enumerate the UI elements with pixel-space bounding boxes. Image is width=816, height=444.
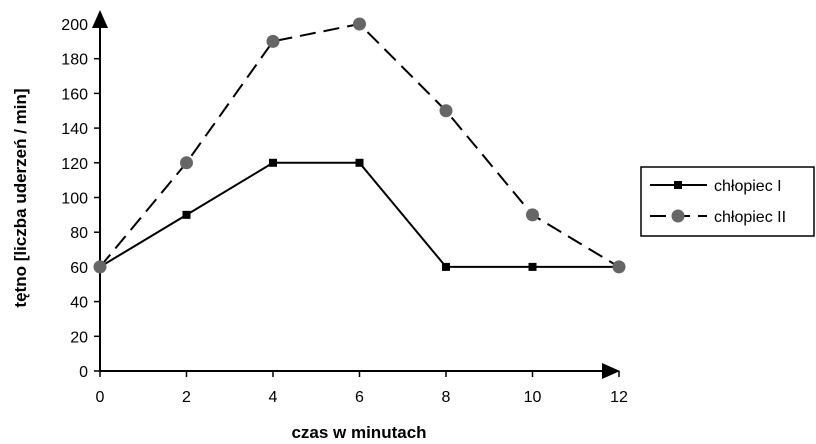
y-tick-label: 160: [61, 86, 88, 103]
y-tick-label: 120: [61, 156, 88, 173]
series-2-point: [439, 104, 453, 118]
y-tick-label: 140: [61, 121, 88, 138]
series-2-point: [612, 260, 626, 274]
x-axis-arrow: [602, 363, 620, 379]
y-axis-title: tętno [liczba uderzeń / min]: [11, 88, 30, 307]
y-tick-label: 200: [61, 17, 88, 34]
series-2-point: [93, 260, 107, 274]
x-tick-label: 10: [524, 389, 542, 406]
series-1-point: [269, 158, 277, 167]
series-line-2: [99, 22, 620, 268]
legend-box: [640, 166, 815, 237]
y-tick-label: 60: [70, 260, 88, 277]
legend-marker-circle: [671, 209, 685, 223]
series-1-point: [528, 262, 537, 271]
y-tick-label: 100: [61, 191, 88, 208]
x-tick-label: 12: [610, 389, 628, 406]
series-1-point: [182, 210, 191, 219]
y-tick-label: 80: [70, 225, 88, 242]
x-axis-title: czas w minutach: [291, 423, 426, 442]
legend-label-2: chłopiec II: [714, 209, 786, 226]
series-2-point: [526, 208, 539, 222]
series-line-1: [99, 161, 619, 268]
series-2-point: [180, 156, 193, 170]
y-axis-arrow: [92, 10, 108, 28]
series-1-point: [355, 158, 364, 167]
y-tick-label: 180: [61, 52, 88, 69]
y-tick-label: 0: [79, 364, 88, 381]
series-2-point: [266, 34, 280, 48]
x-tick-label: 0: [96, 389, 105, 406]
x-tick-label: 8: [442, 389, 451, 406]
x-tick-label: 2: [182, 389, 191, 406]
series-1-point: [442, 262, 450, 271]
y-tick-label: 20: [70, 329, 88, 346]
series-2-point: [353, 17, 366, 31]
legend-label-1: chłopiec I: [714, 178, 782, 195]
x-tick-label: 6: [355, 389, 364, 406]
x-tick-label: 4: [269, 389, 278, 406]
y-tick-label: 40: [70, 295, 88, 312]
legend-marker-square: [674, 181, 682, 189]
